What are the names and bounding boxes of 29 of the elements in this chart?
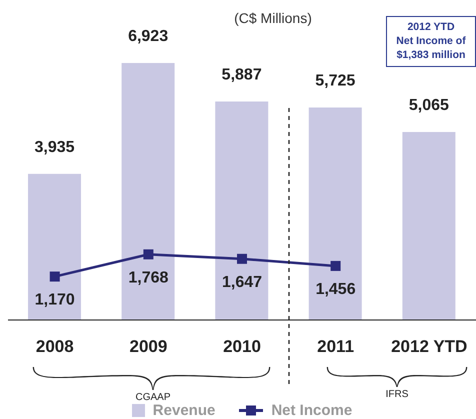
x-tick-label: 2008 <box>36 337 74 356</box>
bar <box>215 101 268 320</box>
x-tick-label: 2011 <box>317 337 354 356</box>
point <box>143 249 154 260</box>
data-label: 1,170 <box>34 292 75 309</box>
bar <box>402 132 456 320</box>
x-tick-label: 2012 YTD <box>391 337 468 356</box>
data-label: 3,935 <box>34 138 75 156</box>
bar <box>122 63 175 320</box>
point <box>237 254 247 264</box>
point <box>50 272 60 282</box>
data-label: 1,456 <box>316 280 356 298</box>
bar <box>28 174 81 320</box>
data-label: 6,923 <box>128 28 168 45</box>
point <box>330 260 341 271</box>
x-tick-label: 2010 <box>223 337 261 356</box>
data-label: 1,647 <box>222 274 262 291</box>
x-tick-label: 2009 <box>129 337 168 356</box>
note-box: 2012 YTD Net Income of $1,383 million <box>386 16 476 67</box>
text: CGAAP <box>135 392 171 403</box>
data-label: 5,725 <box>315 72 356 90</box>
bar <box>308 107 362 320</box>
text: IFRS <box>386 389 409 400</box>
legend-label: Revenue <box>152 402 216 419</box>
data-label: 1,768 <box>128 269 169 286</box>
data-label: 5,887 <box>222 66 262 84</box>
legend-label: Net Income <box>270 402 352 419</box>
data-label: 5,065 <box>408 96 450 114</box>
chart-subtitle: (C$ Millions) <box>233 10 313 26</box>
